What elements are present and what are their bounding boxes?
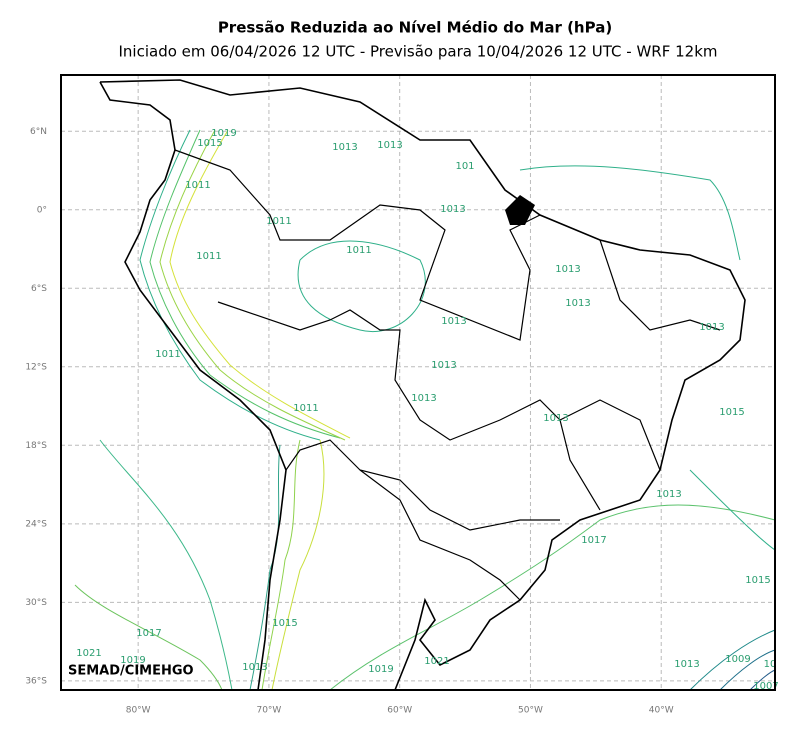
contour-label: 1013 (242, 662, 267, 673)
contour (74, 584, 223, 691)
contour-label: 1017 (581, 535, 606, 546)
contour-label: 1013 (543, 413, 568, 424)
lat-tick-label: 24°S (25, 519, 47, 529)
map-frame (60, 74, 776, 691)
contour-label: 1019 (368, 664, 393, 675)
borders (174, 149, 721, 601)
contour (689, 469, 776, 551)
border (285, 439, 560, 531)
contour (719, 649, 776, 691)
contour-label: 1011 (293, 403, 318, 414)
contour-label: 1013 (699, 322, 724, 333)
contour-label: 1011 (155, 349, 180, 360)
contour-label: 1011 (196, 251, 221, 262)
title: Pressão Reduzida ao Nível Médio do Mar (… (218, 19, 612, 37)
contour-label: 1013 (431, 360, 456, 371)
contour-label: 1013 (555, 264, 580, 275)
coast-west (99, 81, 287, 691)
contour (99, 439, 233, 691)
contour-label: 1013 (565, 298, 590, 309)
contour (749, 669, 776, 691)
border (359, 469, 521, 601)
lat-tick-label: 36°S (25, 676, 47, 686)
contour-label: 1015 (745, 575, 770, 586)
contour-label: 1019 (211, 128, 236, 139)
marajo-island (505, 195, 535, 225)
lon-tick-label: 60°W (387, 706, 412, 716)
coast-east (99, 79, 746, 691)
contour-label: 1013 (656, 489, 681, 500)
lat-tick-label: 18°S (25, 441, 47, 451)
contour-label: 1017 (136, 628, 161, 639)
lat-tick-label: 6°N (30, 127, 47, 137)
contour (249, 444, 281, 691)
contour-label: 101 (455, 161, 474, 172)
credit: SEMAD/CIMEHGO (68, 664, 194, 679)
contour (329, 504, 776, 691)
contour (297, 240, 426, 332)
contour-label: 1021 (76, 648, 101, 659)
contour-label: 1019 (120, 655, 145, 666)
subtitle: Iniciado em 06/04/2026 12 UTC - Previsão… (118, 43, 717, 61)
lon-tick-label: 80°W (126, 706, 151, 716)
contour-label: 1013 (440, 204, 465, 215)
border (559, 239, 721, 511)
contour-label: 1013 (332, 142, 357, 153)
grid (61, 75, 775, 690)
contour-label: 1011 (266, 216, 291, 227)
contour-label: 1013 (377, 140, 402, 151)
contour (149, 129, 341, 439)
lat-tick-label: 6°S (31, 284, 47, 294)
contour (271, 439, 325, 691)
contour (689, 629, 776, 691)
contour-label: 1021 (424, 656, 449, 667)
contour-label: 1013 (411, 393, 436, 404)
contour-label: 1011 (346, 245, 371, 256)
coastline (99, 79, 746, 691)
lon-tick-label: 70°W (256, 706, 281, 716)
contour-label: 1013 (674, 659, 699, 670)
contour-label: 1011 (185, 180, 210, 191)
contour-label: 10 (764, 659, 777, 670)
contour-label: 1007 (753, 681, 778, 692)
contour-label: 1015 (719, 407, 744, 418)
border (174, 149, 541, 341)
contour (261, 439, 301, 691)
lon-tick-label: 40°W (649, 706, 674, 716)
contour (519, 165, 741, 261)
contour (159, 129, 346, 441)
contour-label: 1015 (272, 618, 297, 629)
contour-label: 1015 (197, 138, 222, 149)
lat-tick-label: 12°S (25, 362, 47, 372)
lat-tick-label: 0° (37, 205, 47, 215)
border (217, 301, 561, 441)
contour-label: 1013 (441, 316, 466, 327)
contour-label: 1009 (725, 654, 750, 665)
lat-tick-label: 30°S (25, 598, 47, 608)
contour (169, 129, 351, 439)
lon-tick-label: 50°W (518, 706, 543, 716)
